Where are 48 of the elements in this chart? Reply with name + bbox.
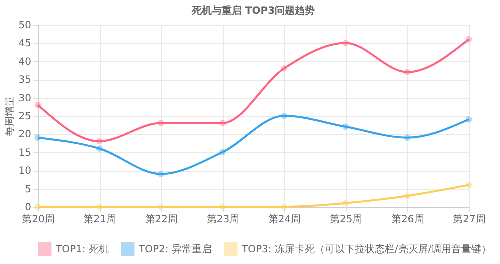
point (34, 102, 42, 108)
y-tick-label: 20 (18, 130, 32, 141)
point (220, 204, 226, 210)
y-tick-label: 25 (18, 112, 32, 122)
point (96, 146, 103, 152)
point (96, 138, 103, 145)
x-tick-label: 第20周 (22, 214, 55, 226)
point (281, 66, 288, 72)
x-tick-label: 第26周 (392, 214, 424, 226)
y-tick-label: 45 (18, 38, 32, 50)
y-tick-label: 35 (18, 75, 32, 86)
point (34, 134, 42, 141)
x-tick-label: 第25周 (330, 214, 363, 226)
point (158, 120, 164, 126)
legend-label: TOP3: 冻屏卡死（可以下拉状态栏/亮灭屏/调用音量键） (241, 243, 492, 256)
point (466, 36, 472, 43)
y-tick-label: 15 (18, 148, 32, 159)
point (281, 112, 288, 120)
x-tick-label: 第22周 (145, 214, 178, 226)
point (158, 171, 164, 178)
point (342, 200, 350, 207)
point (34, 204, 42, 210)
legend-label: TOP1: 死机 (55, 243, 109, 256)
x-tick-label: 第23周 (206, 214, 240, 226)
x-tick-label: 第27周 (453, 214, 486, 226)
point (404, 69, 411, 76)
point (342, 40, 350, 46)
y-tick-label: 5 (25, 184, 32, 196)
point (404, 192, 411, 200)
y-tick-label: 0 (25, 202, 32, 214)
point (404, 134, 411, 141)
point (220, 120, 226, 126)
chart-title: 死机与重启 TOP3问题趋势 (190, 5, 316, 17)
legend-label: TOP2: 异常重启 (138, 243, 212, 256)
point (96, 204, 103, 210)
y-tick-label: 30 (18, 93, 32, 104)
point (466, 116, 472, 123)
point (466, 182, 472, 188)
y-tick-label: 50 (18, 20, 32, 32)
y-tick-label: 40 (18, 56, 32, 68)
x-tick-label: 第24周 (268, 214, 302, 226)
point (281, 204, 288, 210)
point (220, 149, 226, 156)
point (342, 124, 350, 130)
x-tick-label: 第21周 (84, 214, 116, 226)
y-axis-title: 每周增量 (4, 96, 16, 136)
y-tick-label: 10 (18, 166, 32, 178)
point (158, 204, 164, 210)
